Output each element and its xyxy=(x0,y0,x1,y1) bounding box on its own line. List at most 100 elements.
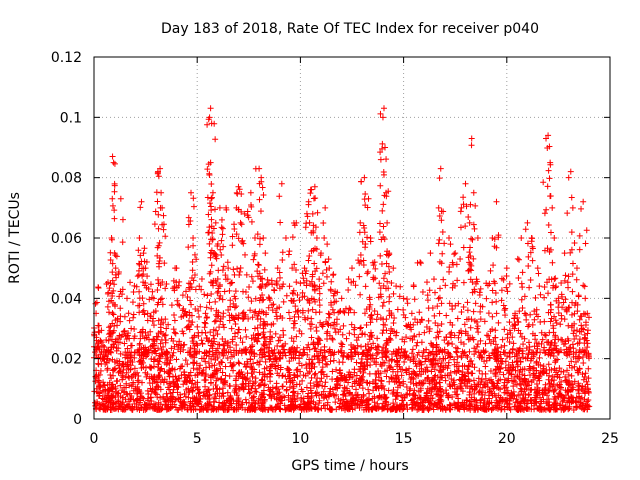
data-point xyxy=(224,259,231,266)
data-point xyxy=(162,285,169,292)
data-point xyxy=(457,224,464,231)
data-point xyxy=(152,208,159,215)
data-point xyxy=(239,399,246,406)
data-point xyxy=(221,288,228,295)
data-point xyxy=(320,220,327,226)
data-point xyxy=(424,367,431,374)
data-point xyxy=(564,210,571,217)
data-point xyxy=(438,300,445,307)
data-point xyxy=(546,175,553,182)
data-point xyxy=(209,189,216,196)
data-point xyxy=(138,198,145,205)
data-point xyxy=(327,385,334,392)
data-point xyxy=(416,394,423,401)
data-point xyxy=(116,358,123,365)
data-point xyxy=(202,383,209,390)
data-point xyxy=(541,318,548,325)
data-point xyxy=(171,329,178,336)
data-point xyxy=(361,174,368,181)
data-point xyxy=(551,365,558,372)
data-point xyxy=(410,283,417,290)
data-point xyxy=(213,377,220,384)
data-point xyxy=(305,307,312,314)
data-point xyxy=(214,354,221,361)
data-point xyxy=(313,235,320,241)
data-point xyxy=(379,303,386,309)
data-point xyxy=(437,285,444,292)
data-point xyxy=(313,324,320,331)
data-point xyxy=(320,280,327,287)
data-point xyxy=(153,391,160,398)
data-point xyxy=(357,380,364,387)
data-point xyxy=(495,319,502,326)
data-point xyxy=(261,381,268,388)
data-point xyxy=(270,301,277,308)
data-point xyxy=(363,359,370,366)
data-point xyxy=(489,299,496,306)
data-point xyxy=(169,352,176,359)
data-point xyxy=(111,281,118,288)
data-point xyxy=(336,367,343,374)
data-point xyxy=(423,279,430,286)
data-point xyxy=(130,387,137,394)
data-point xyxy=(218,216,225,223)
data-point xyxy=(482,363,489,370)
data-point xyxy=(470,189,477,196)
data-point xyxy=(208,216,215,223)
data-point xyxy=(462,223,469,230)
data-point xyxy=(124,295,131,302)
data-point xyxy=(251,235,258,241)
data-point xyxy=(370,387,377,394)
data-point xyxy=(345,287,352,294)
data-point xyxy=(421,329,428,336)
data-point xyxy=(447,331,454,338)
data-point xyxy=(329,368,336,375)
data-point xyxy=(305,257,312,264)
data-point xyxy=(351,309,358,316)
data-point xyxy=(116,403,123,410)
data-point xyxy=(159,204,166,211)
data-point xyxy=(227,297,234,304)
data-point xyxy=(146,363,153,370)
data-point xyxy=(472,202,479,209)
data-point xyxy=(479,392,486,399)
data-point xyxy=(434,391,441,398)
data-point xyxy=(392,396,399,403)
data-point xyxy=(190,359,197,366)
data-point xyxy=(338,295,345,302)
data-point xyxy=(472,348,479,355)
data-point xyxy=(521,365,528,372)
data-point xyxy=(374,335,381,342)
data-point xyxy=(316,290,323,297)
data-points xyxy=(91,105,593,413)
data-point xyxy=(321,383,328,390)
data-point xyxy=(364,268,371,275)
data-point xyxy=(321,235,328,242)
x-axis-label: GPS time / hours xyxy=(291,458,408,474)
data-point xyxy=(208,180,215,187)
data-point xyxy=(171,311,178,318)
data-point xyxy=(147,394,154,401)
data-point xyxy=(160,212,167,219)
data-point xyxy=(105,324,112,331)
data-point xyxy=(157,394,164,401)
data-point xyxy=(489,392,496,399)
data-point xyxy=(260,191,267,198)
data-point xyxy=(249,373,256,380)
data-point xyxy=(536,283,543,290)
data-point xyxy=(238,191,245,198)
data-point xyxy=(308,374,315,381)
data-point xyxy=(249,314,256,321)
data-point xyxy=(212,382,219,389)
data-point xyxy=(109,310,116,317)
data-point xyxy=(326,405,333,412)
data-point xyxy=(545,361,552,368)
data-point xyxy=(545,222,552,229)
data-point xyxy=(316,302,323,309)
data-point xyxy=(478,396,485,403)
data-point xyxy=(569,204,576,211)
data-point xyxy=(137,390,144,397)
data-point xyxy=(208,305,215,312)
data-point xyxy=(364,270,371,277)
data-point xyxy=(437,362,444,369)
